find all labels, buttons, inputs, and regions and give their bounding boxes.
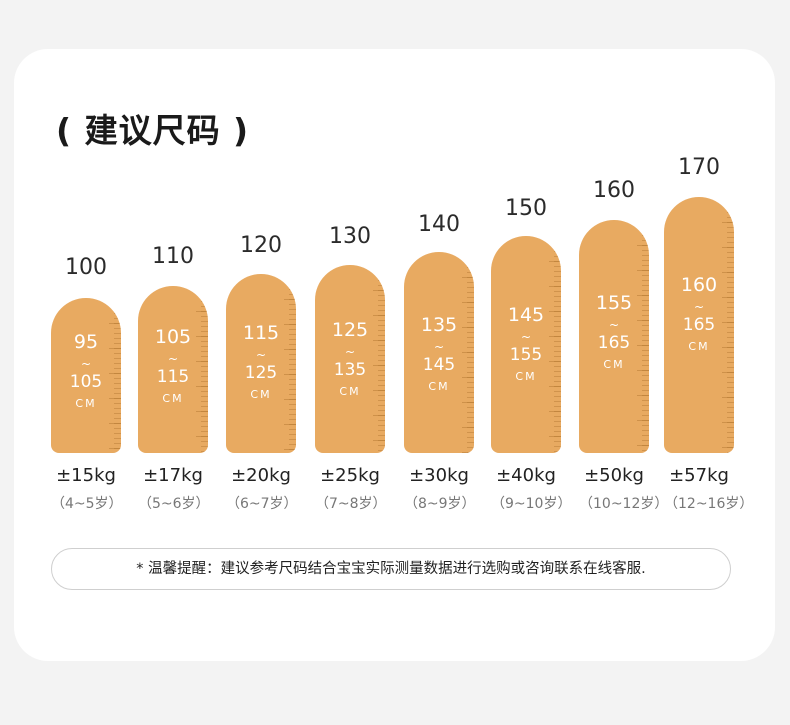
range-max: 125 bbox=[244, 363, 278, 383]
reminder-note: * 温馨提醒：建议参考尺码结合宝宝实际测量数据进行选购或咨询联系在线客服. bbox=[51, 548, 731, 590]
size-label: 100 bbox=[65, 255, 107, 280]
size-bar: 95 ~ 105 CM bbox=[51, 298, 121, 453]
range-unit: CM bbox=[515, 370, 537, 383]
range-tilde: ~ bbox=[433, 340, 445, 354]
weight-label: ±30kg bbox=[409, 465, 469, 486]
range-min: 160 bbox=[680, 274, 718, 296]
size-label: 150 bbox=[505, 196, 547, 221]
size-bar: 160 ~ 165 CM bbox=[664, 197, 734, 453]
range-tilde: ~ bbox=[255, 348, 267, 362]
range-min: 95 bbox=[73, 331, 99, 353]
height-range: 135 ~ 145 CM bbox=[404, 314, 474, 393]
range-unit: CM bbox=[688, 340, 710, 353]
range-unit: CM bbox=[162, 392, 184, 405]
weight-label: ±50kg bbox=[584, 465, 644, 486]
weight-label: ±40kg bbox=[496, 465, 556, 486]
weight-label: ±25kg bbox=[320, 465, 380, 486]
page-title: ( 建议尺码 ) bbox=[56, 111, 250, 150]
size-bar: 155 ~ 165 CM bbox=[579, 220, 649, 453]
range-tilde: ~ bbox=[693, 300, 705, 314]
range-min: 115 bbox=[242, 322, 280, 344]
size-label: 130 bbox=[329, 224, 371, 249]
age-label: （5~6岁） bbox=[138, 496, 210, 512]
size-bar: 135 ~ 145 CM bbox=[404, 252, 474, 453]
height-range: 125 ~ 135 CM bbox=[315, 319, 385, 398]
size-label: 170 bbox=[678, 155, 720, 180]
size-bar: 115 ~ 125 CM bbox=[226, 274, 296, 453]
size-label: 120 bbox=[240, 233, 282, 258]
range-max: 115 bbox=[156, 367, 190, 387]
range-min: 145 bbox=[507, 304, 545, 326]
age-label: （8~9岁） bbox=[404, 496, 476, 512]
range-max: 165 bbox=[682, 315, 716, 335]
range-max: 165 bbox=[597, 333, 631, 353]
height-range: 145 ~ 155 CM bbox=[491, 304, 561, 383]
range-tilde: ~ bbox=[520, 330, 532, 344]
age-label: （9~10岁） bbox=[491, 496, 572, 512]
age-label: （12~16岁） bbox=[664, 496, 754, 512]
range-max: 155 bbox=[509, 345, 543, 365]
range-tilde: ~ bbox=[80, 357, 92, 371]
range-min: 155 bbox=[595, 292, 633, 314]
size-bar: 125 ~ 135 CM bbox=[315, 265, 385, 453]
size-label: 110 bbox=[152, 244, 194, 269]
age-label: （7~8岁） bbox=[315, 496, 387, 512]
age-label: （4~5岁） bbox=[51, 496, 123, 512]
range-tilde: ~ bbox=[344, 345, 356, 359]
range-max: 135 bbox=[333, 360, 367, 380]
height-range: 155 ~ 165 CM bbox=[579, 292, 649, 371]
size-label: 140 bbox=[418, 212, 460, 237]
range-unit: CM bbox=[428, 380, 450, 393]
weight-label: ±57kg bbox=[669, 465, 729, 486]
weight-label: ±20kg bbox=[231, 465, 291, 486]
height-range: 160 ~ 165 CM bbox=[664, 274, 734, 353]
range-min: 105 bbox=[154, 326, 192, 348]
range-unit: CM bbox=[75, 397, 97, 410]
weight-label: ±15kg bbox=[56, 465, 116, 486]
weight-label: ±17kg bbox=[143, 465, 203, 486]
range-unit: CM bbox=[603, 358, 625, 371]
range-min: 125 bbox=[331, 319, 369, 341]
range-unit: CM bbox=[250, 388, 272, 401]
age-label: （6~7岁） bbox=[226, 496, 298, 512]
size-bar: 145 ~ 155 CM bbox=[491, 236, 561, 453]
height-range: 105 ~ 115 CM bbox=[138, 326, 208, 405]
size-bar: 105 ~ 115 CM bbox=[138, 286, 208, 453]
size-label: 160 bbox=[593, 178, 635, 203]
range-tilde: ~ bbox=[608, 318, 620, 332]
age-label: （10~12岁） bbox=[579, 496, 669, 512]
height-range: 95 ~ 105 CM bbox=[51, 331, 121, 410]
range-min: 135 bbox=[420, 314, 458, 336]
range-tilde: ~ bbox=[167, 352, 179, 366]
range-max: 105 bbox=[69, 372, 103, 392]
range-unit: CM bbox=[339, 385, 361, 398]
range-max: 145 bbox=[422, 355, 456, 375]
height-range: 115 ~ 125 CM bbox=[226, 322, 296, 401]
